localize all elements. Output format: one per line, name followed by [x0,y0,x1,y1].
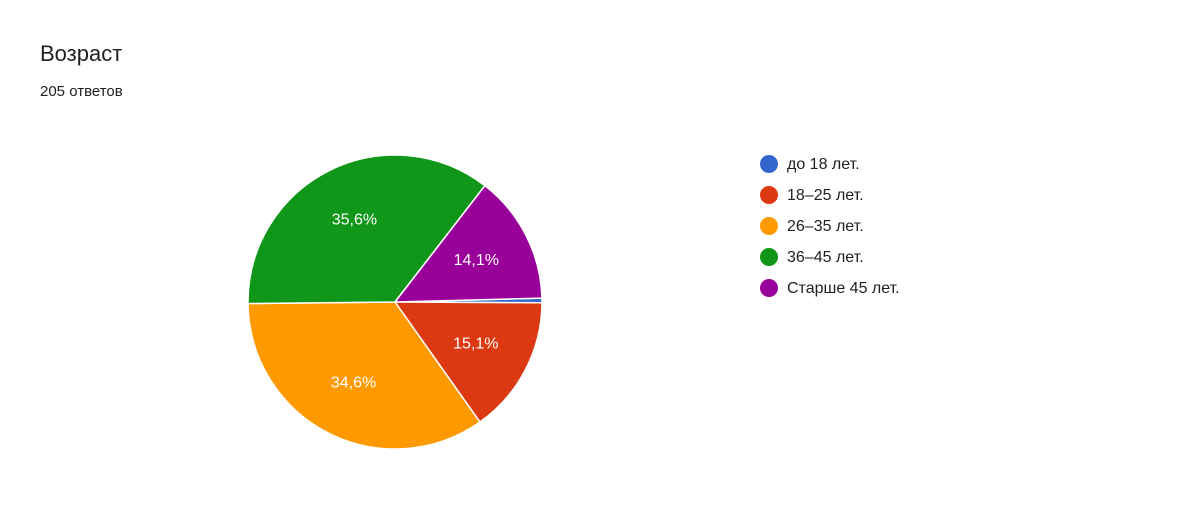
legend-marker [760,155,778,173]
legend-marker [760,279,778,297]
value-label: 14,1% [454,252,499,269]
chart-title: Возраст [40,41,122,66]
pie-slice [393,301,543,424]
pie-slice [393,184,543,303]
pie-slice [247,301,481,450]
legend-label: 26–35 лет. [787,218,864,235]
legend-label: до 18 лет. [787,156,860,173]
legend-marker [760,186,778,204]
chart-subtitle: 205 ответов [40,83,123,100]
value-label: 34,6% [331,374,376,391]
legend-label: 18–25 лет. [787,187,864,204]
legend-marker [760,248,778,266]
value-label: 15,1% [453,335,498,352]
legend-label: 36–45 лет. [787,249,864,266]
legend-label: Старше 45 лет. [787,280,900,297]
value-label: 35,6% [332,212,377,229]
legend-marker [760,217,778,235]
pie-slice [247,154,486,305]
